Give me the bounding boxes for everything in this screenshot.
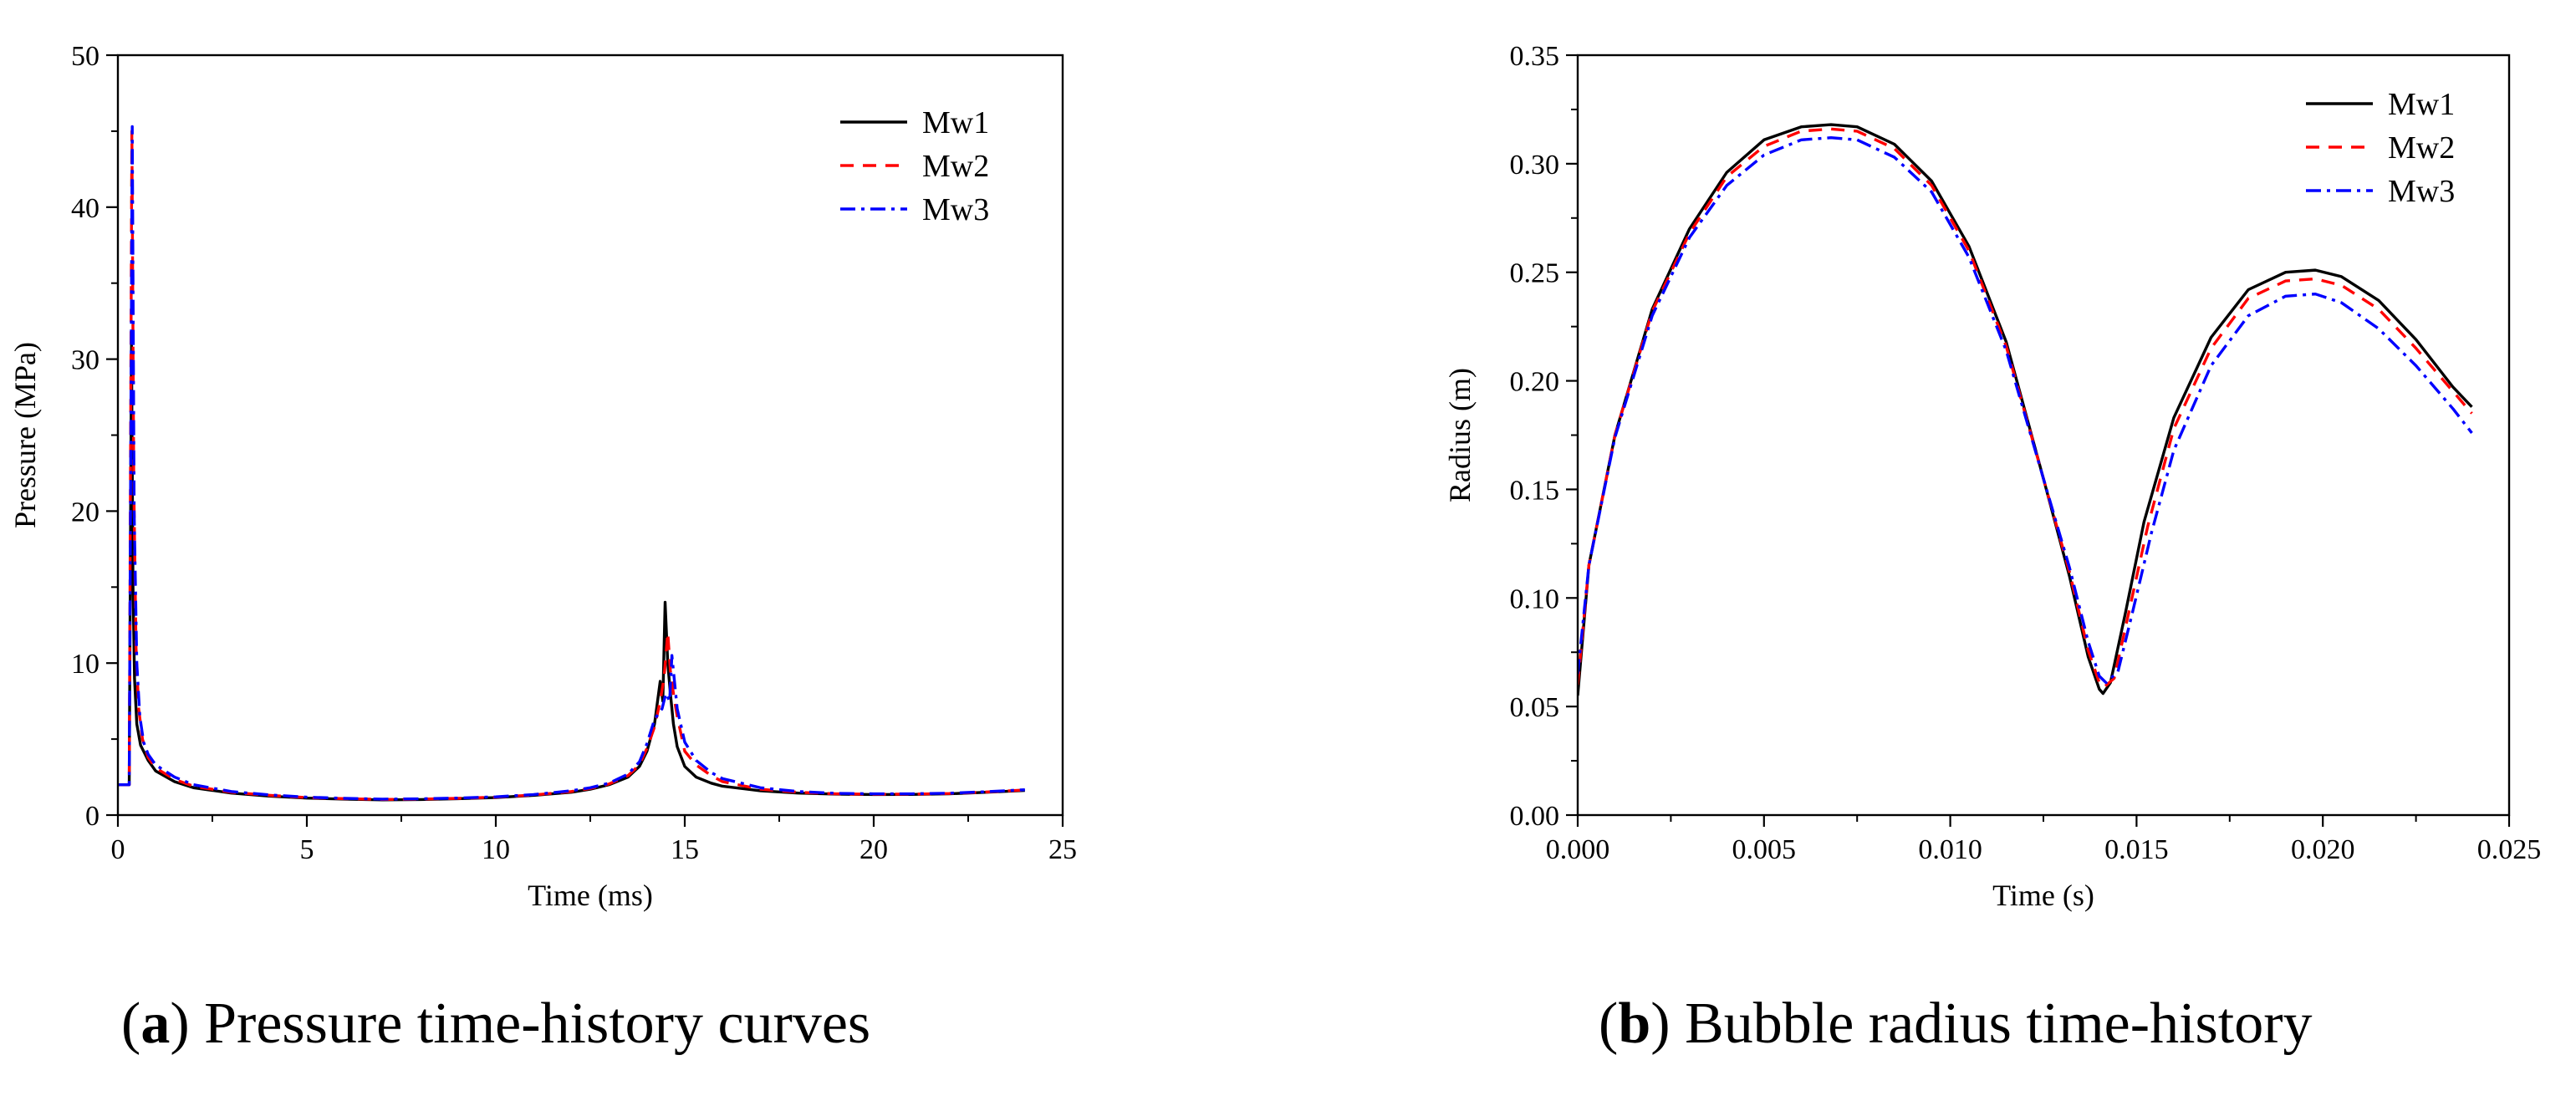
y-tick-label: 0.20 [1510,367,1560,398]
y-tick-label: 0.00 [1510,801,1560,832]
series-line-mw1 [118,342,1025,802]
x-tick-label: 0.015 [2104,834,2169,865]
y-tick-label: 0.35 [1510,41,1560,72]
x-tick-label: 15 [671,834,699,865]
y-tick-label: 10 [71,649,99,680]
legend-label-mw1: Mw1 [922,105,989,140]
y-tick-label: 0.25 [1510,258,1560,289]
y-axis-label: Pressure (MPa) [8,342,42,528]
y-tick-label: 40 [71,193,99,224]
y-tick-label: 20 [71,497,99,528]
legend-label-mw1: Mw1 [2388,87,2455,122]
plot-frame [116,54,1064,817]
y-tick-label: 0 [85,801,99,832]
plot-frame [1576,54,2511,817]
caption-a-letter: a [140,991,171,1056]
legend-label-mw2: Mw2 [922,149,989,184]
x-axis-label: Time (ms) [528,879,653,912]
x-tick-label: 0.005 [1732,834,1797,865]
series-line-mw3 [1578,135,2473,685]
series-line-mw3 [118,125,1025,801]
y-tick-label: 0.15 [1510,475,1560,506]
legend-label-mw3: Mw3 [922,192,989,227]
y-tick-label: 50 [71,41,99,72]
caption-b: (b) Bubble radius time-history [1599,991,2313,1056]
legend-label-mw3: Mw3 [2388,174,2455,209]
x-tick-label: 10 [482,834,510,865]
x-tick-label: 0.020 [2291,834,2355,865]
x-axis-label: Time (s) [1992,879,2094,912]
series-line-mw2 [118,130,1025,801]
x-tick-label: 5 [300,834,314,865]
y-tick-label: 30 [71,345,99,376]
panel-a-pressure-chart: 0 5 10 15 20 25 0 10 20 30 40 50 Time (ms) Pressure (… [8,41,1077,912]
y-axis-label: Radius (m) [1443,368,1477,502]
x-tick-label: 0 [111,834,125,865]
caption-b-letter: b [1618,991,1651,1056]
legend-label-mw2: Mw2 [2388,130,2455,166]
y-tick-label: 0.30 [1510,150,1560,181]
caption-a: (a) Pressure time-history curves [121,991,871,1056]
x-tick-label: 0.025 [2477,834,2542,865]
y-tick-label: 0.05 [1510,692,1560,723]
series-line-mw2 [1578,127,2473,689]
x-tick-label: 0.010 [1918,834,1982,865]
x-tick-label: 20 [860,834,888,865]
x-tick-label: 0.000 [1546,834,1610,865]
panel-b-radius-chart: 0.000 0.005 0.010 0.015 0.020 0.025 0.00 0.05 0.… [1443,41,2541,912]
x-tick-label: 25 [1048,834,1077,865]
y-tick-label: 0.10 [1510,584,1560,614]
caption-b-text: Bubble radius time-history [1670,991,2313,1056]
caption-a-text: Pressure time-history curves [189,991,871,1056]
